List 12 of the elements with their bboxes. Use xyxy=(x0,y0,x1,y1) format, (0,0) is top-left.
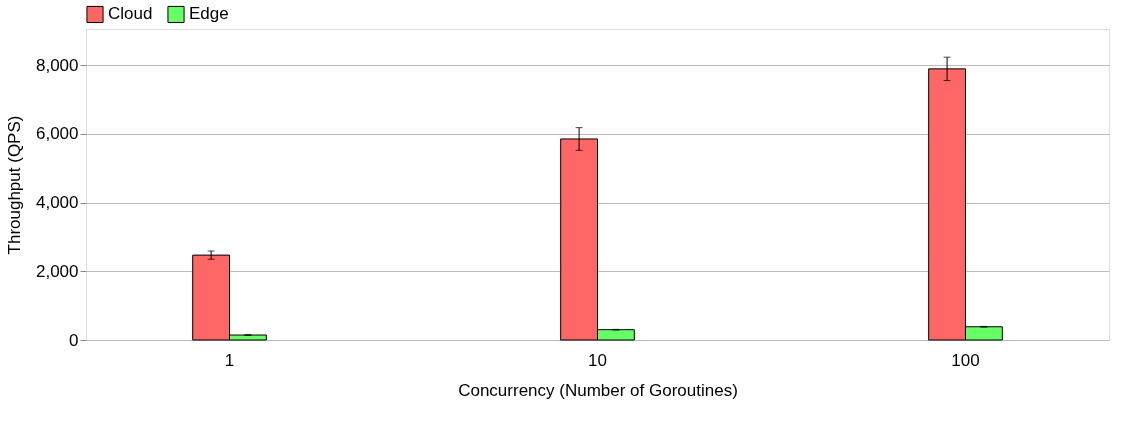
legend-label: Cloud xyxy=(108,4,153,24)
y-tick-label: 2,000 xyxy=(35,261,79,281)
y-tick-label: 4,000 xyxy=(35,193,79,213)
y-tick-label: 8,000 xyxy=(35,55,79,75)
x-tick-label: 10 xyxy=(588,350,607,370)
legend-label: Edge xyxy=(189,4,229,24)
y-tick-label: 6,000 xyxy=(35,124,79,144)
x-tick-label: 100 xyxy=(951,350,980,370)
x-tick-label: 1 xyxy=(224,350,235,370)
y-axis-title: Throughput (QPS) xyxy=(4,115,24,255)
y-tick-label: 0 xyxy=(69,330,79,350)
x-axis-title: Concurrency (Number of Goroutines) xyxy=(458,380,738,400)
